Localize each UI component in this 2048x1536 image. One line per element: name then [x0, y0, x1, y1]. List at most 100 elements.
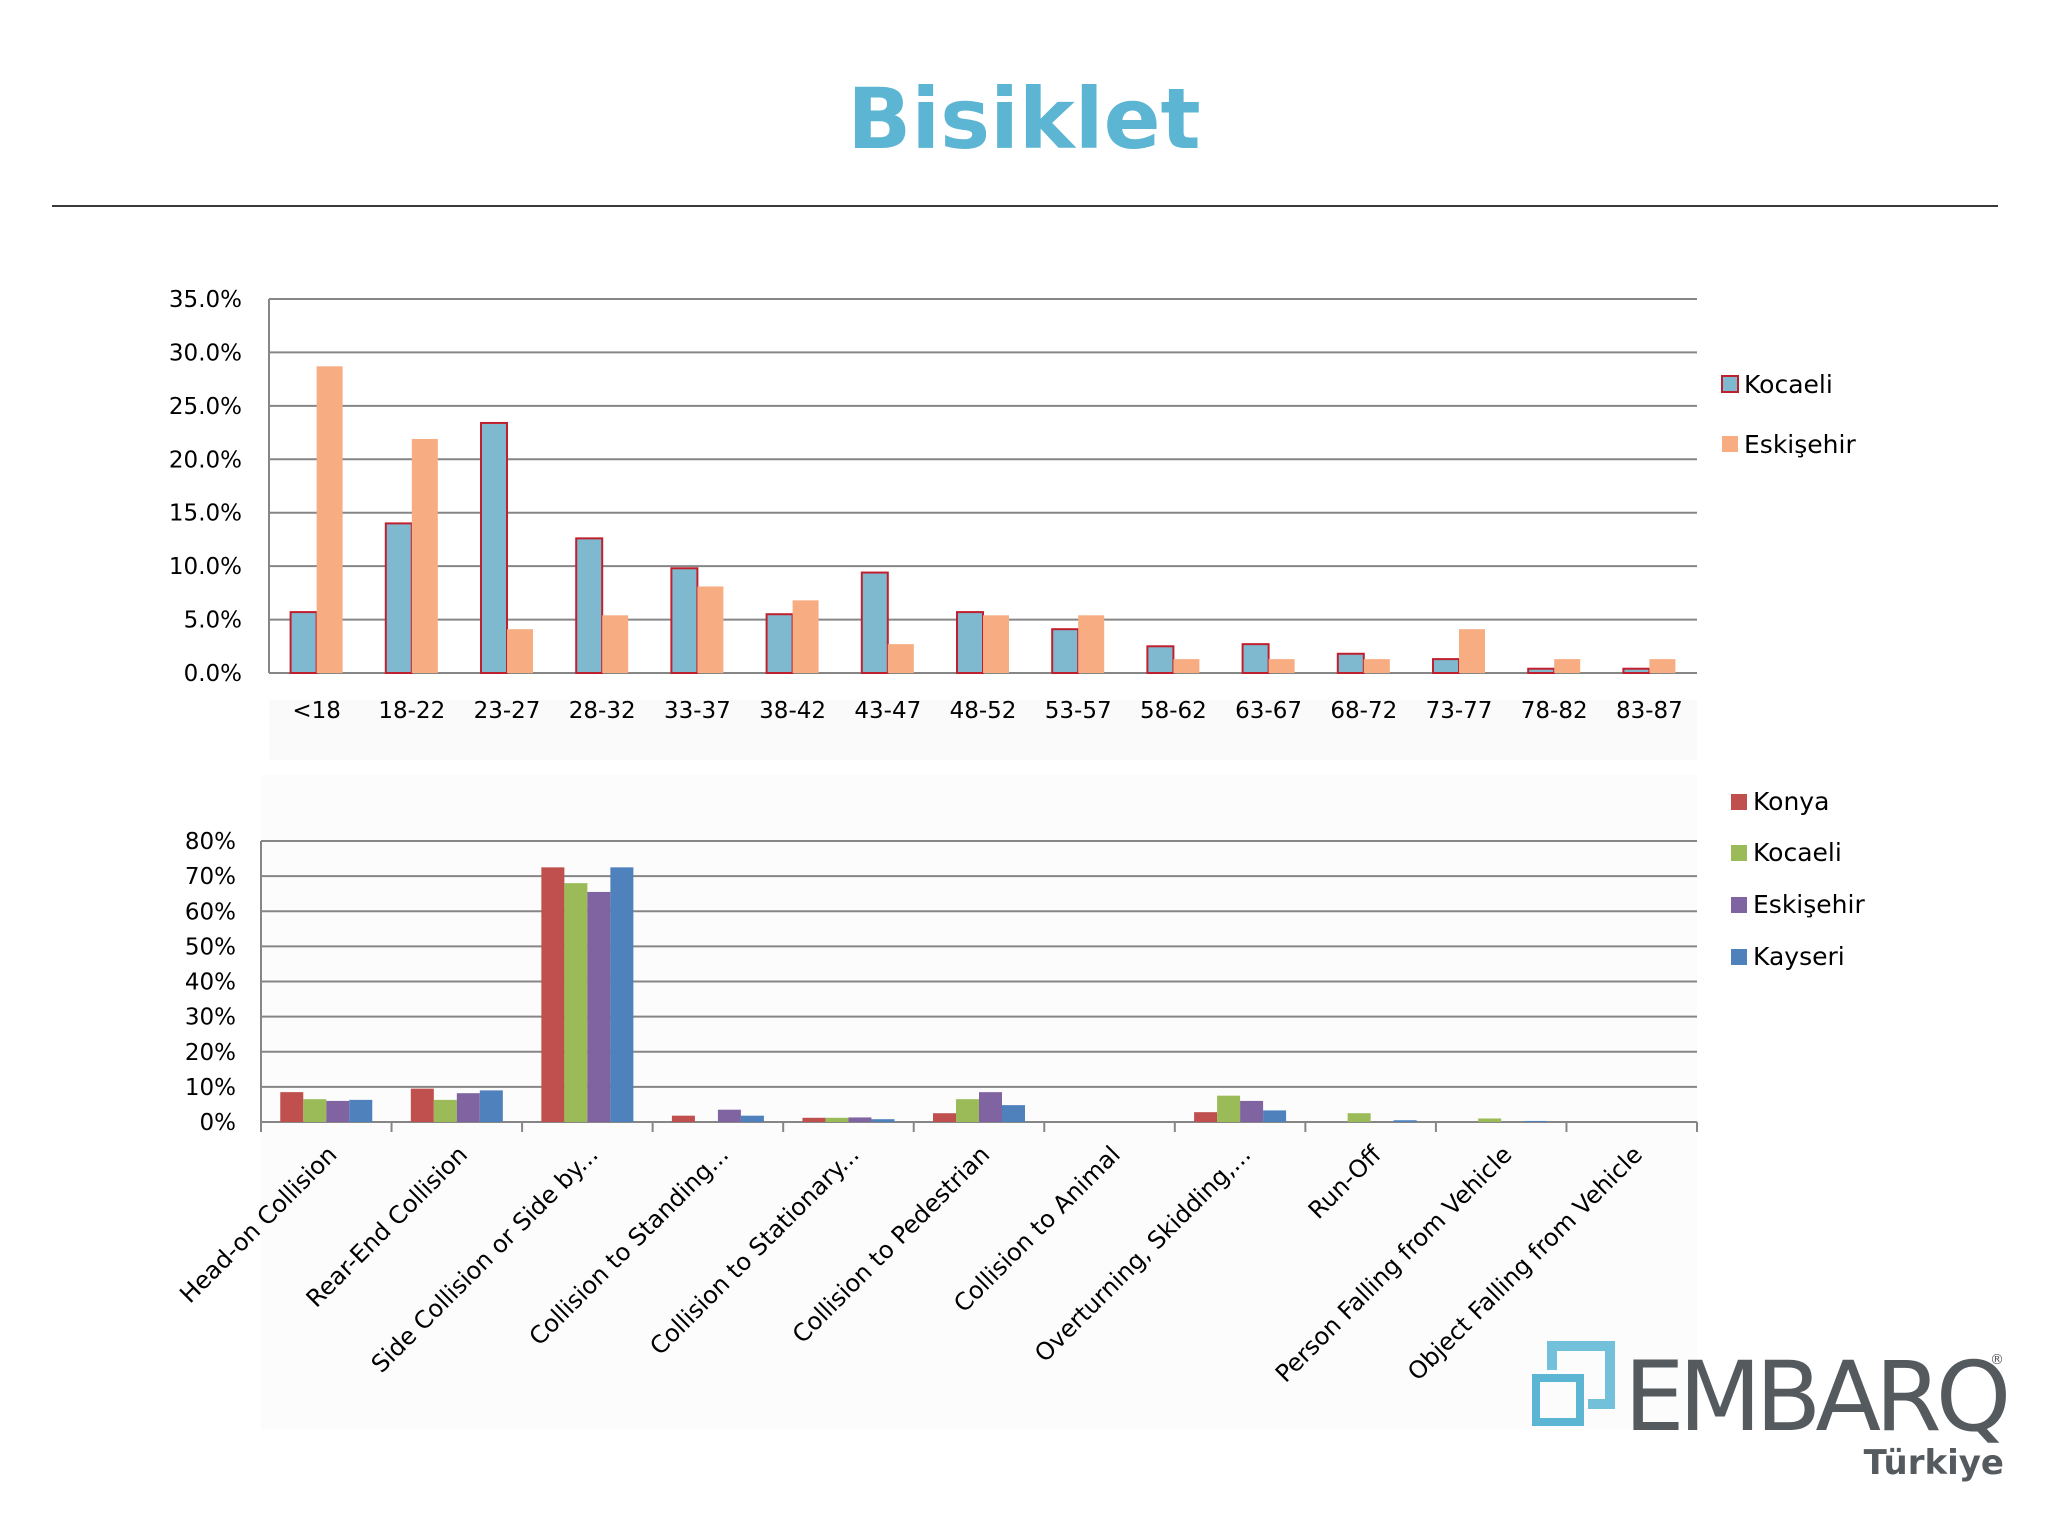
bar-eskisehir — [507, 629, 533, 673]
legend-label-kocaeli: Kocaeli — [1753, 838, 1842, 867]
bar-kayseri — [479, 1090, 503, 1122]
x-tick-label: 83-87 — [1616, 698, 1683, 724]
y-tick-label: 30.0% — [169, 340, 242, 366]
bar-kocaeli — [303, 1099, 327, 1122]
x-tick-label: 33-37 — [664, 698, 731, 724]
legend-swatch-kocaeli — [1721, 375, 1739, 393]
x-tick-label: 63-67 — [1235, 698, 1302, 724]
legend-swatch-eskisehir — [1722, 436, 1738, 452]
y-tick-label: 10% — [185, 1075, 236, 1101]
bar-kayseri — [349, 1099, 373, 1122]
title-divider — [52, 205, 1998, 207]
collision-type-bar-chart: 0%10%20%30%40%50%60%70%80%Head-on Collis… — [174, 787, 1866, 1388]
bar-kocaeli — [1347, 1113, 1371, 1122]
bar-eskisehir — [792, 600, 819, 673]
bar-konya — [410, 1088, 434, 1122]
bar-kocaeli — [765, 613, 794, 675]
bar-eskisehir — [587, 891, 611, 1122]
bar-eskisehir — [456, 1093, 480, 1122]
bar-eskisehir — [848, 1117, 872, 1122]
legend-label-kocaeli: Kocaeli — [1744, 370, 1833, 399]
y-tick-label: 30% — [185, 1005, 236, 1031]
bar-kayseri — [871, 1119, 895, 1122]
bar-kocaeli — [564, 883, 588, 1122]
bar-kocaeli — [956, 611, 984, 675]
legend-label-eskisehir: Eskişehir — [1744, 430, 1856, 459]
x-tick-label: 73-77 — [1426, 698, 1493, 724]
bar-eskisehir — [316, 366, 343, 673]
y-tick-label: 70% — [185, 864, 236, 890]
y-tick-label: 60% — [185, 899, 236, 925]
y-tick-label: 35.0% — [169, 287, 242, 313]
bar-konya — [802, 1117, 826, 1122]
legend-swatch-konya — [1731, 794, 1747, 810]
x-tick-label: 38-42 — [759, 698, 826, 724]
bar-eskisehir — [1268, 659, 1295, 673]
legend-swatch-kayseri — [1731, 949, 1747, 965]
bar-eskisehir — [1173, 659, 1200, 673]
bar-konya — [933, 1113, 956, 1122]
bar-kayseri — [1263, 1110, 1287, 1122]
bar-kocaeli — [433, 1099, 457, 1122]
y-tick-label: 20.0% — [169, 447, 242, 473]
bar-konya — [671, 1115, 695, 1122]
bar-eskisehir — [1649, 659, 1676, 673]
bar-kayseri — [740, 1115, 764, 1122]
y-tick-label: 25.0% — [169, 394, 242, 420]
embarq-logo: EMBARQ ® Türkiye — [1532, 1341, 2008, 1483]
bar-eskisehir — [1363, 659, 1390, 673]
x-tick-label: 58-62 — [1140, 698, 1207, 724]
y-tick-label: 20% — [185, 1040, 236, 1066]
bar-kayseri — [1524, 1120, 1548, 1122]
bar-konya — [1194, 1112, 1218, 1122]
bar-kocaeli — [956, 1099, 979, 1122]
bar-eskisehir — [1078, 615, 1105, 673]
x-tick-label: 53-57 — [1045, 698, 1112, 724]
bar-eskisehir — [602, 615, 629, 673]
bar-eskisehir — [326, 1100, 350, 1122]
x-tick-label: 68-72 — [1330, 698, 1397, 724]
x-tick-label: 78-82 — [1521, 698, 1588, 724]
bar-kocaeli — [575, 537, 604, 674]
page-title: Bisiklet — [847, 70, 1201, 168]
x-tick-label: <18 — [292, 698, 341, 724]
bar-kocaeli — [670, 567, 699, 675]
bar-eskisehir — [411, 438, 438, 673]
x-tick-label: 18-22 — [378, 698, 445, 724]
bar-eskisehir — [697, 586, 724, 673]
bar-kayseri — [1393, 1120, 1417, 1122]
bar-kocaeli — [825, 1117, 849, 1122]
legend-label-konya: Konya — [1753, 787, 1829, 816]
chart1-label-band — [269, 700, 1697, 760]
y-tick-label: 50% — [185, 934, 236, 960]
logo-wordmark: EMBARQ — [1624, 1341, 2007, 1453]
x-tick-label: 48-52 — [950, 698, 1017, 724]
x-tick-label: 43-47 — [854, 698, 921, 724]
y-tick-label: 15.0% — [169, 501, 242, 527]
bar-eskisehir — [1459, 629, 1485, 673]
age-bar-chart: 0.0% 5.0% 10.0% 15.0% 20.0% 25.0% 30.0% 35.0% <1… — [169, 287, 1856, 760]
y-tick-label: 0.0% — [184, 661, 242, 687]
bar-eskisehir — [983, 615, 1009, 673]
bar-kocaeli — [480, 421, 508, 674]
bar-eskisehir — [979, 1092, 1002, 1122]
y-tick-label: 40% — [185, 970, 236, 996]
bar-konya — [541, 867, 565, 1122]
y-tick-label: 0% — [200, 1110, 237, 1136]
logo-subtitle: Türkiye — [1864, 1443, 2004, 1483]
x-tick-label: 23-27 — [474, 698, 541, 724]
legend-label-kayseri: Kayseri — [1753, 942, 1845, 971]
legend-swatch-kocaeli — [1731, 845, 1747, 861]
embarq-logo-icon — [1532, 1341, 1615, 1426]
bar-kayseri — [1002, 1105, 1025, 1122]
bar-eskisehir — [1554, 659, 1581, 673]
y-tick-label: 5.0% — [184, 608, 242, 634]
legend-label-eskisehir: Eskişehir — [1753, 890, 1865, 919]
bar-kocaeli — [860, 571, 889, 674]
bar-konya — [280, 1092, 304, 1122]
bar-eskisehir — [1240, 1100, 1264, 1122]
bar-kocaeli — [1478, 1118, 1502, 1122]
bar-eskisehir — [887, 644, 914, 673]
bar-kocaeli — [1241, 643, 1270, 674]
bar-kocaeli — [1217, 1095, 1241, 1122]
